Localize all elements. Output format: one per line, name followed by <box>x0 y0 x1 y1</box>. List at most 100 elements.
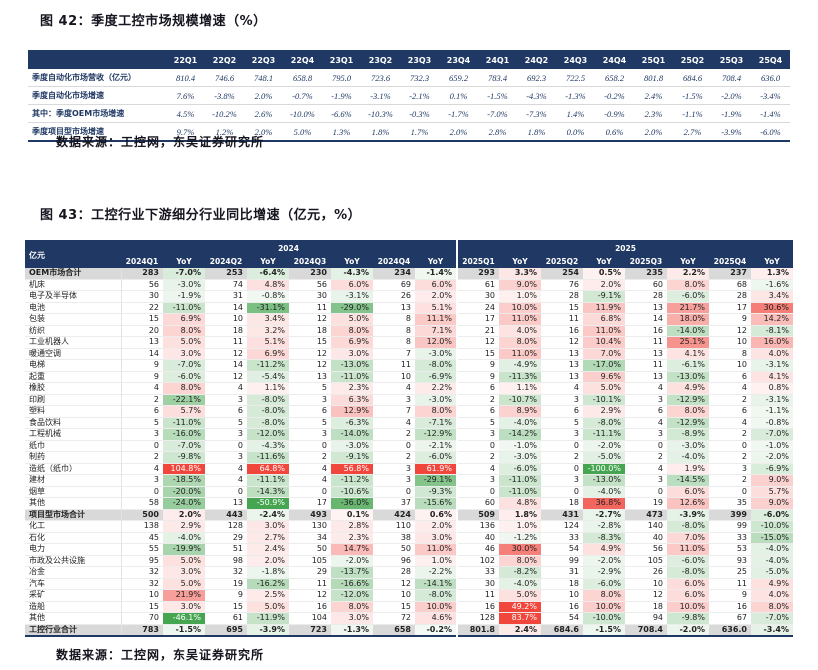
t2-yoy-cell: 3.0% <box>331 347 373 360</box>
t2-yoy-cell: 9.6% <box>583 370 625 383</box>
t1-row-label: 季度项目型市场增速 <box>28 122 166 141</box>
t2-amount-cell: 684.6 <box>541 623 583 636</box>
t2-yoy-cell: -5.0% <box>751 566 793 578</box>
t2-amount-cell: 13 <box>625 301 667 314</box>
t2-yoy-cell: 8.0% <box>415 405 457 417</box>
t2-yoy-cell: 5.0% <box>163 336 205 348</box>
t2-yoy-cell: 5.0% <box>163 577 205 590</box>
t2-year-group-header: 2024 <box>121 241 457 255</box>
t2-yoy-cell: -10.6% <box>331 485 373 498</box>
t1-cell: 783.4 <box>487 72 508 83</box>
t2-year-group-header: 2025 <box>456 241 793 255</box>
t1-corner-cell <box>28 51 166 69</box>
t2-yoy-cell: -14.2% <box>499 428 541 440</box>
t2-amount-cell: 2 <box>709 474 751 486</box>
t2-col-header: YoY <box>331 255 373 268</box>
t2-amount-cell: 708.4 <box>625 623 667 636</box>
t2-amount-cell: 12 <box>205 370 247 383</box>
t2-row: 其他 70 -46.1% 61 -11.9% 104 3.0% 72 4.6% 128 83.7% 5… <box>25 612 793 624</box>
t2-yoy-cell: 4.9% <box>667 382 709 394</box>
t2-amount-cell: 6 <box>625 405 667 417</box>
t2-yoy-cell: 2.3% <box>331 531 373 544</box>
t2-yoy-cell: 8.0% <box>667 278 709 291</box>
t2-yoy-cell: -8.0% <box>247 416 289 429</box>
t2-amount-cell: 9 <box>709 313 751 325</box>
t2-amount-cell: 26 <box>625 566 667 578</box>
t2-yoy-cell: 1.1% <box>247 382 289 394</box>
t2-yoy-cell: -11.2% <box>247 359 289 371</box>
t2-amount-cell: 10 <box>205 313 247 325</box>
t2-col-header: 2025Q3 <box>625 255 667 268</box>
t2-amount-cell: 110 <box>373 520 415 532</box>
t2-amount-cell: 33 <box>709 531 751 544</box>
t2-yoy-cell: 4.6% <box>415 612 457 624</box>
t2-yoy-cell: -3.0% <box>667 439 709 452</box>
t1-cell: 659.2 <box>448 72 469 83</box>
t2-amount-cell: 53 <box>709 543 751 555</box>
t2-amount-cell: 29 <box>289 566 331 578</box>
t2-yoy-cell: 0.6% <box>415 508 457 521</box>
t2-amount-cell: 2 <box>456 393 499 406</box>
t2-yoy-cell: -6.4% <box>247 268 289 279</box>
t1-cell: -10.0% <box>283 104 322 123</box>
t2-amount-cell: 6 <box>205 405 247 417</box>
figure-43-table-container: 亿元 2024 2025 2024Q1 YoY 2024Q2 YoY 2024Q3 YoY 20… <box>25 240 793 637</box>
t2-row-label: 造船 <box>25 600 122 613</box>
t2-amount-cell: 31 <box>205 290 247 302</box>
t2-amount-cell: 723 <box>289 623 331 636</box>
t2-col-header: YoY <box>667 255 709 268</box>
t1-cell: 2.7% <box>673 122 712 141</box>
t2-row-label: 工业机器人 <box>25 336 122 348</box>
t2-yoy-cell: -14.0% <box>331 428 373 440</box>
t2-amount-cell: 14 <box>205 359 247 371</box>
t2-amount-cell: 17 <box>709 301 751 314</box>
t2-amount-cell: 70 <box>121 612 163 624</box>
t2-yoy-cell: -16.0% <box>163 428 205 440</box>
t2-amount-cell: 4 <box>625 462 667 475</box>
t2-yoy-cell: 14.7% <box>331 543 373 555</box>
t1-cell: 722.5 <box>565 72 586 83</box>
t1-col-header: 24Q1 <box>478 51 517 69</box>
t1-cell: -7.3% <box>517 104 556 123</box>
t2-yoy-cell: -18.5% <box>163 474 205 486</box>
t2-yoy-cell: -3.9% <box>247 623 289 636</box>
t2-yoy-cell: -4.0% <box>583 485 625 498</box>
t2-yoy-cell: 12.0% <box>415 336 457 348</box>
t2-amount-cell: 424 <box>373 508 415 521</box>
t2-col-header: YoY <box>247 255 289 268</box>
figure-42-title: 图 42：季度工控市场规模增速（%） <box>40 14 267 29</box>
t2-amount-cell: 58 <box>121 497 163 509</box>
t2-yoy-cell: 4.9% <box>751 577 793 590</box>
t1-cell: -4.3% <box>517 86 556 105</box>
t2-amount-cell: 51 <box>205 543 247 555</box>
t2-row: 纸巾 0 -7.0% 0 -4.3% 0 -3.0% 0 -2.1% 0 -1.0% 0 -2.0% 0-… <box>25 439 793 452</box>
t2-row-label: 制药 <box>25 451 122 463</box>
t2-yoy-cell: 2.4% <box>499 623 541 636</box>
t2-yoy-cell: -14.0% <box>667 324 709 337</box>
t1-cell: 801.8 <box>643 72 664 83</box>
t1-row: 季度项目型市场增速 9.7% 1.2% 2.0% 5.0% 1.3% 1.8% 1.7% 2.0… <box>28 122 790 141</box>
t2-amount-cell: 5 <box>289 382 331 394</box>
t2-amount-cell: 658 <box>373 623 415 636</box>
t2-amount-cell: 11 <box>709 577 751 590</box>
t2-yoy-cell: -3.1% <box>331 290 373 302</box>
t1-col-header: 23Q3 <box>400 51 439 69</box>
t1-cell: 2.0% <box>634 122 673 141</box>
t2-row-label: 工控行业合计 <box>25 623 122 636</box>
t2-amount-cell: 10 <box>121 589 163 601</box>
t2-yoy-cell: -1.4% <box>415 268 457 279</box>
t2-amount-cell: 4 <box>625 416 667 429</box>
t2-yoy-cell: -2.0% <box>667 623 709 636</box>
t2-amount-cell: 124 <box>541 520 583 532</box>
t2-yoy-cell: -4.9% <box>499 359 541 371</box>
t2-amount-cell: 18 <box>205 324 247 337</box>
t2-amount-cell: 3 <box>456 428 499 440</box>
t2-row: 印刷 2 -22.1% 3 -8.0% 3 6.3% 3 -3.0% 2 -10.7% 3 -10.1%… <box>25 393 793 406</box>
t2-amount-cell: 12 <box>289 589 331 601</box>
t2-col-header: YoY <box>751 255 793 268</box>
t2-yoy-cell: 6.0% <box>667 577 709 590</box>
t2-yoy-cell: 30.0% <box>499 543 541 555</box>
t1-col-header: 22Q3 <box>244 51 283 69</box>
t2-amount-cell: 13 <box>625 347 667 360</box>
t2-yoy-cell: 2.3% <box>331 382 373 394</box>
